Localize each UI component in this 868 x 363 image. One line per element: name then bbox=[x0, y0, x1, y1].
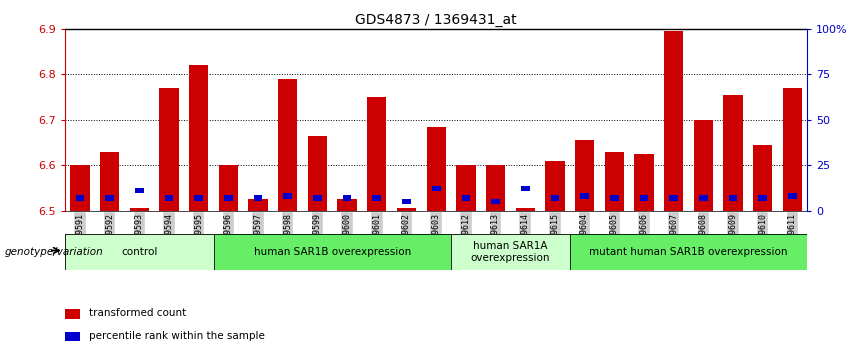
Bar bbox=[219, 165, 238, 211]
Text: mutant human SAR1B overexpression: mutant human SAR1B overexpression bbox=[589, 247, 788, 257]
Bar bbox=[367, 97, 386, 211]
Bar bbox=[753, 145, 773, 211]
Bar bbox=[283, 193, 293, 199]
Bar bbox=[253, 195, 262, 200]
Bar bbox=[70, 165, 89, 211]
Bar bbox=[640, 195, 648, 200]
Bar bbox=[372, 195, 381, 200]
Bar bbox=[278, 79, 298, 211]
Text: transformed count: transformed count bbox=[89, 309, 187, 318]
Text: human SAR1B overexpression: human SAR1B overexpression bbox=[253, 247, 411, 257]
Text: human SAR1A
overexpression: human SAR1A overexpression bbox=[470, 241, 550, 263]
Bar bbox=[308, 136, 327, 211]
Bar bbox=[397, 208, 416, 211]
Bar bbox=[699, 195, 707, 200]
Bar bbox=[65, 309, 80, 319]
Bar bbox=[723, 95, 743, 211]
Bar bbox=[669, 195, 678, 200]
Bar bbox=[160, 88, 179, 211]
Bar bbox=[783, 88, 802, 211]
Bar bbox=[759, 195, 767, 200]
Bar bbox=[451, 234, 569, 270]
Bar bbox=[248, 199, 267, 211]
Bar bbox=[550, 195, 559, 200]
Bar bbox=[426, 127, 446, 211]
Bar bbox=[462, 195, 470, 200]
Bar bbox=[65, 234, 214, 270]
Bar bbox=[105, 195, 114, 200]
Bar bbox=[575, 140, 595, 211]
Bar bbox=[214, 234, 451, 270]
Bar bbox=[545, 160, 564, 211]
Bar bbox=[76, 195, 84, 200]
Text: genotype/variation: genotype/variation bbox=[4, 247, 103, 257]
Bar bbox=[610, 195, 619, 200]
Bar bbox=[664, 31, 683, 211]
Bar bbox=[635, 154, 654, 211]
Bar bbox=[431, 186, 441, 191]
Bar bbox=[580, 193, 589, 199]
Bar bbox=[728, 195, 738, 200]
Text: percentile rank within the sample: percentile rank within the sample bbox=[89, 331, 265, 341]
Bar bbox=[189, 65, 208, 211]
Bar bbox=[165, 195, 174, 200]
Bar bbox=[605, 151, 624, 211]
Bar bbox=[569, 234, 807, 270]
Bar bbox=[338, 199, 357, 211]
Bar bbox=[516, 208, 535, 211]
Bar bbox=[129, 208, 149, 211]
Bar bbox=[402, 199, 411, 204]
Title: GDS4873 / 1369431_at: GDS4873 / 1369431_at bbox=[355, 13, 517, 26]
Bar bbox=[457, 165, 476, 211]
Bar bbox=[343, 195, 352, 200]
Bar bbox=[194, 195, 203, 200]
Bar bbox=[100, 151, 119, 211]
Text: control: control bbox=[122, 247, 157, 257]
Bar bbox=[521, 186, 529, 191]
Bar bbox=[224, 195, 233, 200]
Bar bbox=[486, 165, 505, 211]
Bar bbox=[694, 120, 713, 211]
Bar bbox=[788, 193, 797, 199]
Bar bbox=[313, 195, 322, 200]
Bar bbox=[491, 199, 500, 204]
Bar bbox=[65, 332, 80, 342]
Bar bbox=[135, 188, 144, 193]
